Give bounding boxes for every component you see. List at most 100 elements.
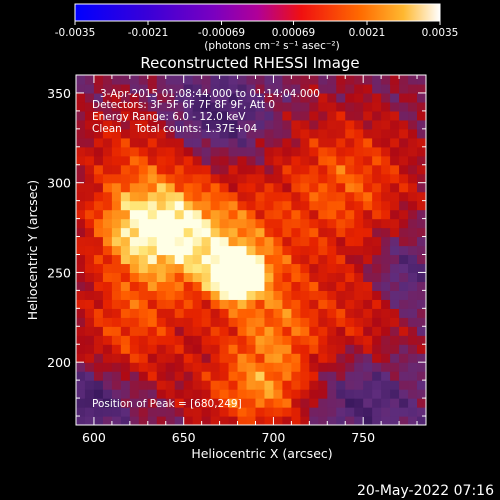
heatmap-cell bbox=[228, 137, 239, 148]
heatmap-cell bbox=[318, 344, 328, 354]
heatmap-cell bbox=[84, 101, 95, 112]
heatmap-cell bbox=[255, 308, 266, 318]
heatmap-cell bbox=[129, 371, 140, 381]
heatmap-cell bbox=[210, 362, 221, 372]
heatmap-cell bbox=[363, 308, 373, 318]
heatmap-cell bbox=[111, 398, 122, 408]
heatmap-cell bbox=[363, 92, 373, 103]
heatmap-cell bbox=[255, 155, 266, 166]
heatmap-cell bbox=[192, 371, 203, 381]
heatmap-cell bbox=[192, 92, 203, 103]
heatmap-cell bbox=[390, 75, 400, 85]
heatmap-cell bbox=[408, 308, 418, 318]
heatmap-cell bbox=[237, 281, 248, 291]
heatmap-cell bbox=[300, 407, 310, 417]
heatmap-cell bbox=[210, 317, 221, 327]
heatmap-cell bbox=[399, 299, 409, 309]
heatmap-cell bbox=[390, 137, 400, 148]
heatmap-cell bbox=[399, 281, 409, 291]
heatmap-cell bbox=[76, 191, 86, 202]
heatmap-cell bbox=[246, 146, 257, 157]
heatmap-cell bbox=[174, 83, 185, 94]
heatmap-cell bbox=[399, 75, 409, 85]
heatmap-cell bbox=[399, 119, 409, 130]
heatmap-cell bbox=[300, 101, 310, 112]
heatmap-cell bbox=[102, 128, 113, 139]
heatmap-cell bbox=[174, 110, 185, 121]
heatmap-cell bbox=[201, 227, 212, 238]
heatmap-cell bbox=[120, 209, 131, 220]
heatmap-cell bbox=[336, 281, 346, 291]
heatmap-cell bbox=[111, 227, 122, 238]
heatmap-cell bbox=[93, 101, 104, 112]
heatmap-cell bbox=[345, 290, 355, 300]
heatmap-cell bbox=[318, 272, 328, 283]
heatmap-cell bbox=[273, 137, 284, 148]
heatmap-cell bbox=[354, 272, 364, 283]
heatmap-cell bbox=[390, 389, 400, 399]
heatmap-cell bbox=[246, 263, 257, 274]
heatmap-cell bbox=[183, 326, 194, 336]
heatmap-cell bbox=[93, 344, 104, 354]
heatmap-cell bbox=[354, 83, 364, 94]
heatmap-cell bbox=[255, 119, 266, 130]
heatmap-cell bbox=[147, 263, 158, 274]
heatmap-cell bbox=[264, 272, 275, 283]
heatmap-cell bbox=[84, 299, 95, 309]
heatmap-cell bbox=[273, 380, 284, 390]
heatmap-cell bbox=[300, 416, 310, 425]
heatmap-cell bbox=[264, 416, 275, 425]
heatmap-cell bbox=[300, 92, 310, 103]
heatmap-cell bbox=[273, 416, 284, 425]
heatmap-cell bbox=[273, 344, 284, 354]
x-tick-label: 650 bbox=[172, 430, 196, 445]
heatmap-cell bbox=[102, 416, 113, 425]
heatmap-cell bbox=[408, 290, 418, 300]
heatmap-cell bbox=[327, 200, 337, 211]
heatmap-cell bbox=[237, 362, 248, 372]
heatmap-cell bbox=[318, 92, 328, 103]
heatmap-cell bbox=[237, 101, 248, 112]
heatmap-cell bbox=[102, 164, 113, 175]
heatmap-cell bbox=[363, 290, 373, 300]
heatmap-cell bbox=[255, 101, 266, 112]
heatmap-cell bbox=[174, 407, 185, 417]
heatmap-cell bbox=[93, 191, 104, 202]
heatmap-cell bbox=[399, 137, 409, 148]
heatmap-cell bbox=[93, 128, 104, 139]
heatmap-cell bbox=[93, 335, 104, 345]
heatmap-cell bbox=[246, 344, 257, 354]
heatmap-cell bbox=[102, 317, 113, 327]
heatmap-cell bbox=[201, 371, 212, 381]
heatmap-cell bbox=[210, 371, 221, 381]
heatmap-cell bbox=[102, 335, 113, 345]
heatmap-cell bbox=[399, 344, 409, 354]
heatmap-cell bbox=[273, 92, 284, 103]
heatmap-cell bbox=[102, 92, 113, 103]
heatmap-cell bbox=[264, 110, 275, 121]
heatmap-cell bbox=[399, 272, 409, 283]
heatmap-cell bbox=[76, 75, 86, 85]
heatmap-cell bbox=[165, 155, 176, 166]
heatmap-cell bbox=[183, 407, 194, 417]
heatmap-cell bbox=[228, 290, 239, 300]
heatmap-cell bbox=[93, 272, 104, 283]
heatmap-cell bbox=[174, 317, 185, 327]
heatmap-cell bbox=[309, 326, 319, 336]
heatmap-cell bbox=[372, 227, 382, 238]
heatmap-cell bbox=[408, 380, 418, 390]
heatmap-cell bbox=[282, 389, 292, 399]
heatmap-cell bbox=[327, 371, 337, 381]
heatmap-cell bbox=[76, 245, 86, 256]
heatmap-cell bbox=[93, 236, 104, 247]
heatmap-cell bbox=[84, 191, 95, 202]
x-tick-label: 750 bbox=[351, 430, 375, 445]
colorbar: -0.0035 -0.0021 -0.00069 0.00069 0.0021 0.003… bbox=[55, 3, 458, 52]
heatmap-cell bbox=[192, 227, 203, 238]
heatmap-cell bbox=[327, 146, 337, 157]
heatmap-cell bbox=[147, 227, 158, 238]
heatmap-cell bbox=[363, 353, 373, 363]
heatmap-cell bbox=[354, 128, 364, 139]
heatmap-cell bbox=[300, 137, 310, 148]
heatmap-cell bbox=[138, 416, 149, 425]
